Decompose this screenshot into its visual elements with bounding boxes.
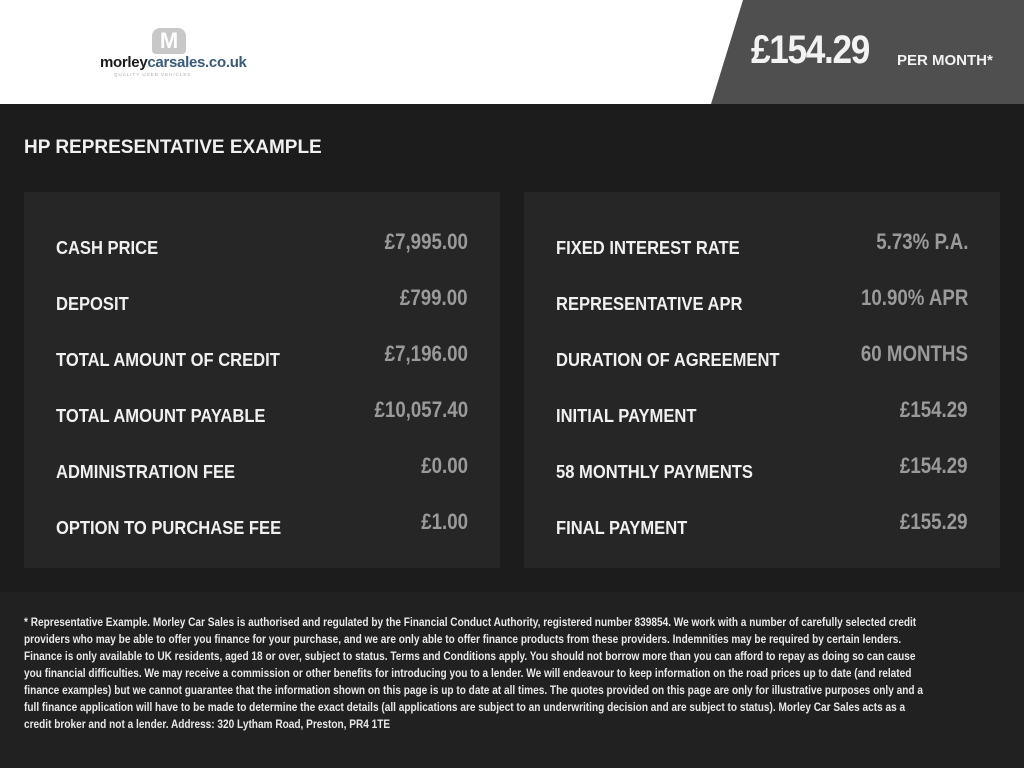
- finance-label: DEPOSIT: [56, 294, 129, 314]
- finance-row: TOTAL AMOUNT PAYABLE £10,057.40: [56, 397, 468, 427]
- logo-brand-main: morley: [100, 54, 148, 71]
- left-finance-panel: CASH PRICE £7,995.00 DEPOSIT £799.00 TOTAL A…: [24, 192, 500, 568]
- finance-row: FINAL PAYMENT £155.29: [556, 509, 968, 539]
- finance-value: £154.29: [900, 397, 968, 422]
- right-finance-panel: FIXED INTEREST RATE 5.73% P.A. REPRESENTAT…: [524, 192, 1000, 568]
- finance-row: DEPOSIT £799.00: [56, 285, 468, 315]
- finance-label: TOTAL AMOUNT PAYABLE: [56, 406, 266, 426]
- finance-row: INITIAL PAYMENT £154.29: [556, 397, 968, 427]
- finance-value: £799.00: [400, 285, 468, 310]
- finance-row: ADMINISTRATION FEE £0.00: [56, 453, 468, 483]
- finance-label: FIXED INTEREST RATE: [556, 238, 740, 258]
- logo-brand-accent: carsales.co.uk: [147, 54, 247, 71]
- finance-label: TOTAL AMOUNT OF CREDIT: [56, 350, 280, 370]
- finance-label: 58 MONTHLY PAYMENTS: [556, 462, 753, 482]
- finance-row: DURATION OF AGREEMENT 60 MONTHS: [556, 341, 968, 371]
- finance-value: £7,995.00: [384, 229, 468, 254]
- finance-value: £154.29: [900, 453, 968, 478]
- finance-row: TOTAL AMOUNT OF CREDIT £7,196.00: [56, 341, 468, 371]
- monthly-price-box: £154.29 PER MONTH*: [711, 0, 1024, 104]
- finance-value: £155.29: [900, 509, 968, 534]
- finance-value: £1.00: [421, 509, 468, 534]
- logo-badge-icon: M: [152, 28, 186, 54]
- finance-row: FIXED INTEREST RATE 5.73% P.A.: [556, 229, 968, 259]
- morley-logo[interactable]: M morleycarsales.co.uk QUALITY USED VEHI…: [100, 28, 247, 80]
- footer: * Representative Example. Morley Car Sal…: [0, 592, 1024, 768]
- monthly-price: £154.29: [751, 28, 870, 72]
- header-bar: M morleycarsales.co.uk QUALITY USED VEHI…: [0, 0, 1024, 104]
- finance-value: £10,057.40: [374, 397, 468, 422]
- finance-label: OPTION TO PURCHASE FEE: [56, 518, 282, 538]
- finance-value: 60 MONTHS: [860, 341, 968, 366]
- page-title: HP REPRESENTATIVE EXAMPLE: [24, 137, 322, 158]
- finance-label: ADMINISTRATION FEE: [56, 462, 236, 482]
- finance-label: INITIAL PAYMENT: [556, 406, 697, 426]
- finance-value: 10.90% APR: [860, 285, 968, 310]
- finance-value: £7,196.00: [384, 341, 468, 366]
- logo-tagline: QUALITY USED VEHICLES: [114, 72, 192, 77]
- finance-row: REPRESENTATIVE APR 10.90% APR: [556, 285, 968, 315]
- finance-label: DURATION OF AGREEMENT: [556, 350, 780, 370]
- finance-label: FINAL PAYMENT: [556, 518, 688, 538]
- per-month-label: PER MONTH*: [897, 52, 993, 69]
- finance-value: £0.00: [421, 453, 468, 478]
- finance-row: 58 MONTHLY PAYMENTS £154.29: [556, 453, 968, 483]
- disclaimer-text: * Representative Example. Morley Car Sal…: [24, 615, 923, 731]
- finance-row: OPTION TO PURCHASE FEE £1.00: [56, 509, 468, 539]
- logo-text: morleycarsales.co.uk: [100, 54, 247, 71]
- finance-label: REPRESENTATIVE APR: [556, 294, 743, 314]
- finance-label: CASH PRICE: [56, 238, 159, 258]
- finance-value: 5.73% P.A.: [875, 229, 968, 254]
- finance-row: CASH PRICE £7,995.00: [56, 229, 468, 259]
